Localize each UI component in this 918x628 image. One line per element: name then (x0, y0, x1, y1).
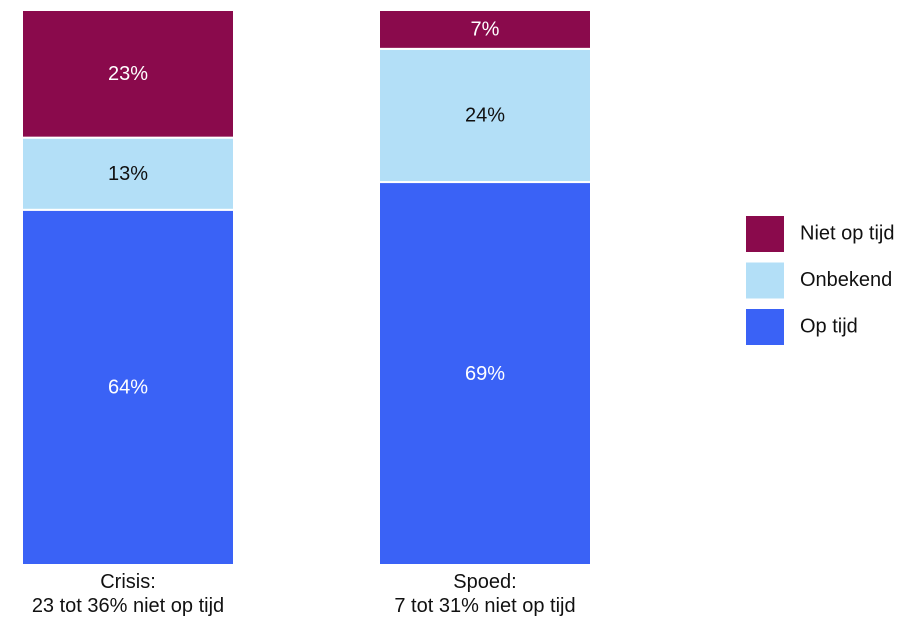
value-label: 64% (108, 377, 148, 399)
legend-swatch (746, 262, 784, 299)
bar-segment (21, 9, 235, 139)
bar-segment (378, 9, 592, 50)
legend-label: Op tijd (800, 315, 858, 337)
legend-label: Onbekend (800, 269, 892, 291)
bar-segment (378, 181, 592, 567)
value-label: 23% (108, 63, 148, 85)
value-label: 13% (108, 163, 148, 185)
bar-segment (21, 136, 235, 211)
value-label: 69% (465, 363, 505, 385)
x-tick-label: Spoed: 7 tot 31% niet op tijd (394, 571, 576, 617)
x-tick-label: Crisis: 23 tot 36% niet op tijd (31, 571, 225, 617)
legend-swatch (746, 216, 784, 252)
value-label: 24% (465, 105, 505, 127)
bar-segment (21, 208, 235, 567)
bar-segment (378, 47, 592, 184)
legend-label: Niet op tijd (800, 222, 895, 244)
legend-swatch (746, 309, 784, 345)
value-label: 7% (471, 19, 500, 41)
